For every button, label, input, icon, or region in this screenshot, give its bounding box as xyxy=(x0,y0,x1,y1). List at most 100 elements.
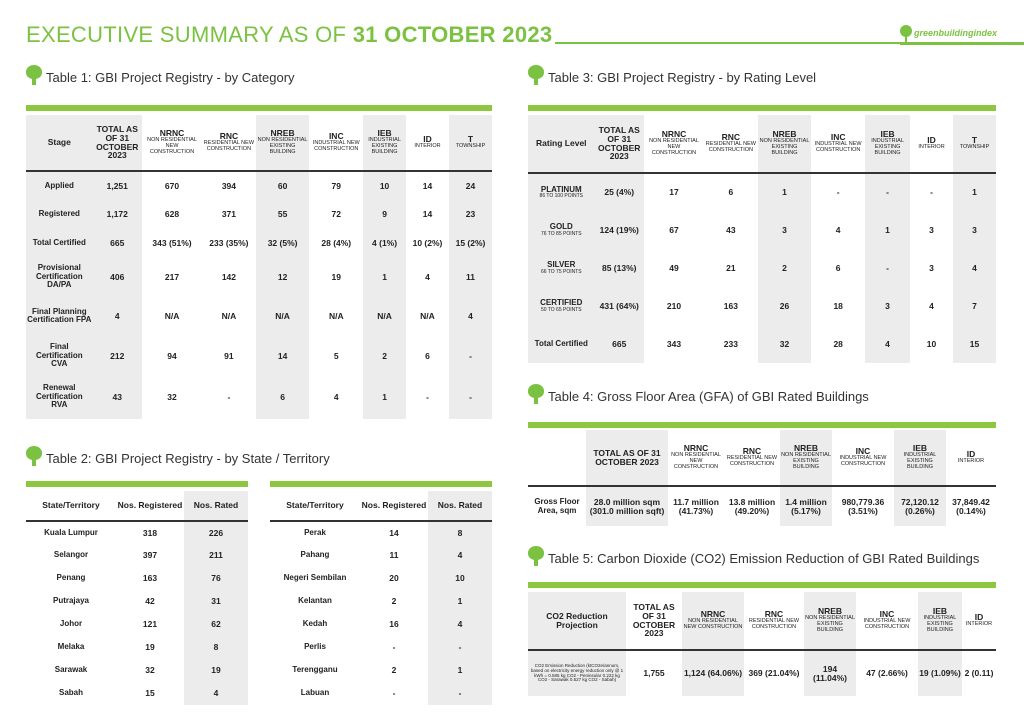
table1-header-row: Stage TOTAL AS OF 31 OCTOBER 2023 NRNC NON … xyxy=(26,115,492,172)
table-cell: 17 xyxy=(669,187,679,198)
table-cell: 10 (2%) xyxy=(412,237,443,248)
table-cell: 32 (5%) xyxy=(255,227,310,259)
table2-heading: Table 2: GBI Project Registry - by State… xyxy=(26,446,330,466)
table-cell: N/A xyxy=(221,310,237,321)
tree-icon xyxy=(528,384,544,404)
table-row: Putrajaya 42 31 xyxy=(26,590,248,613)
table-row: Gross Floor Area, sqm 28.0 million sqm (3… xyxy=(528,486,996,526)
table-cell: 18 xyxy=(833,300,843,311)
state-name: Perak xyxy=(304,527,326,537)
table-cell: - xyxy=(428,682,492,705)
table-cell: 233 (35%) xyxy=(209,237,249,248)
rating-label: SILVER 66 TO 75 POINTS xyxy=(528,249,595,287)
rating-label: PLATINUM 86 TO 100 POINTS xyxy=(528,173,595,211)
table-cell: 343 xyxy=(666,338,682,349)
table-row: Johor 121 62 xyxy=(26,613,248,636)
table-row: Registered 1,172 628 371 55 72 9 14 23 xyxy=(26,201,492,227)
table1-col-header: TOTAL AS OF 31 OCTOBER 2023 xyxy=(92,115,142,172)
table5-col-header-sublabel: NON RESIDENTIAL NEW CONSTRUCTION xyxy=(683,618,743,630)
table-cell: 15 xyxy=(953,325,996,363)
table-cell: 13.8 million (49.20%) xyxy=(728,496,776,516)
table-cell: 980,779.36 (3.51%) xyxy=(841,496,885,516)
table1-col-header-sublabel: INDUSTRIAL NEW CONSTRUCTION xyxy=(312,140,360,152)
table1-col-header-label: IEB xyxy=(377,128,392,139)
table3-col-header-sublabel: RESIDENTIAL NEW CONSTRUCTION xyxy=(705,141,756,153)
rating-name: CERTIFIED xyxy=(540,298,583,308)
table-cell: 2 (0.11) xyxy=(964,668,994,679)
table-cell: 11.7 million (41.73%) xyxy=(673,496,719,516)
rating-name: GOLD xyxy=(549,222,573,232)
table1-col-header: ID INTERIOR xyxy=(406,115,449,172)
table4-heading: Table 4: Gross Floor Area (GFA) of GBI R… xyxy=(528,384,869,404)
gbi-logo: greenbuildingindex xyxy=(900,25,1024,45)
table2-header-row: State/Territory Nos. Registered Nos. Rated xyxy=(26,491,248,522)
state-name: Melaka xyxy=(57,642,85,652)
table5-title: Table 5: Carbon Dioxide (CO2) Emission R… xyxy=(548,551,980,566)
table4-col-header: NRNC NON RESIDENTIAL NEW CONSTRUCTION xyxy=(668,430,724,487)
table4-title: Table 4: Gross Floor Area (GFA) of GBI R… xyxy=(548,389,869,404)
table-cell: 10 xyxy=(363,171,407,201)
table-cell: - xyxy=(392,642,396,653)
table-cell: 212 xyxy=(92,337,142,375)
state-name: Putrajaya xyxy=(52,596,90,606)
table-cell: 7 xyxy=(953,287,996,325)
table-cell: 670 xyxy=(164,181,180,192)
table3-col-header: TOTAL AS OF 31 OCTOBER 2023 xyxy=(594,115,644,174)
table-row: SILVER 66 TO 75 POINTS 85 (13%) 49 21 2 6-3 4 xyxy=(528,249,996,287)
state-name: Kuala Lumpur xyxy=(44,527,98,537)
table-row: Pahang 11 4 xyxy=(270,544,492,567)
table-row: CO2 Emission Reduction (ktCO2e/annum, ba… xyxy=(528,650,996,696)
table-cell: 62 xyxy=(184,613,248,636)
table5-col-header: CO2 Reduction Projection xyxy=(528,592,626,651)
state-name: Kelantan xyxy=(298,596,332,606)
table-cell: 121 xyxy=(142,619,158,630)
table-cell: 4 xyxy=(428,613,492,636)
table-row: Perlis - - xyxy=(270,636,492,659)
table4-col-header-sublabel: INTERIOR xyxy=(957,458,985,465)
table-cell: 4 xyxy=(425,271,430,282)
table-cell: - xyxy=(426,391,429,402)
table1-col-header: Stage xyxy=(26,115,93,172)
table-cell: 3 xyxy=(953,211,996,249)
table1-col-header-label: NRNC xyxy=(159,128,185,139)
table5-col-header-label: IEB xyxy=(932,606,948,617)
table3-col-header: IEB INDUSTRIAL EXISTING BUILDING xyxy=(865,115,911,174)
table-cell: 163 xyxy=(142,573,158,584)
table5: CO2 Reduction Projection TOTAL AS OF 31 O… xyxy=(528,592,996,696)
table3-col-header-label: NRNC xyxy=(661,129,687,140)
table-cell: N/A xyxy=(328,310,344,321)
table3-col-header: RNC RESIDENTIAL NEW CONSTRUCTION xyxy=(704,115,758,174)
table3-col-header-label: Rating Level xyxy=(536,138,587,149)
table5-bar xyxy=(528,582,996,588)
table-cell: 16 xyxy=(389,619,399,630)
rating-name: Total Certified xyxy=(534,338,588,348)
table5-header-row: CO2 Reduction Projection TOTAL AS OF 31 O… xyxy=(528,592,996,651)
table-cell: 6 xyxy=(425,350,430,361)
table5-col-header-sublabel: INDUSTRIAL NEW CONSTRUCTION xyxy=(863,618,911,630)
row-label: Final Planning Certification FPA xyxy=(26,295,93,337)
page-title: EXECUTIVE SUMMARY AS OF 31 OCTOBER 2023 xyxy=(26,22,553,47)
table-cell: 28 (4%) xyxy=(321,237,352,248)
table1-col-header-sublabel: NON RESIDENTIAL NEW CONSTRUCTION xyxy=(147,137,197,155)
table4-col-header-sublabel: NON RESIDENTIAL NEW CONSTRUCTION xyxy=(671,452,721,470)
table4-col-header-label: ID xyxy=(966,449,976,460)
table-cell: 28 xyxy=(833,338,843,349)
table4-col-header-label: NREB xyxy=(793,443,819,454)
table1-col-header-label: NREB xyxy=(270,128,295,139)
table-row: Selangor 397 211 xyxy=(26,544,248,567)
table-cell: 12 xyxy=(255,259,310,295)
table-cell: 1 xyxy=(953,173,996,211)
table3-col-header: T TOWNSHIP xyxy=(953,115,996,174)
table-cell: 11 xyxy=(448,259,492,295)
table-row: Perak 14 8 xyxy=(270,521,492,544)
table-cell: 20 xyxy=(389,573,399,584)
table-row: CERTIFIED 50 TO 65 POINTS 431 (64%) 210 163 2… xyxy=(528,287,996,325)
table4-col-header-label: NRNC xyxy=(683,443,709,454)
table3-title: Table 3: GBI Project Registry - by Ratin… xyxy=(548,70,817,85)
table-cell: 3 xyxy=(929,224,934,235)
row-label: CO2 Emission Reduction (ktCO2e/annum, ba… xyxy=(528,650,626,696)
table5-col-header-sublabel: INTERIOR xyxy=(965,621,993,628)
table-cell: 42 xyxy=(145,596,155,607)
table-cell: - xyxy=(865,249,911,287)
table-cell: 43 xyxy=(92,375,142,419)
